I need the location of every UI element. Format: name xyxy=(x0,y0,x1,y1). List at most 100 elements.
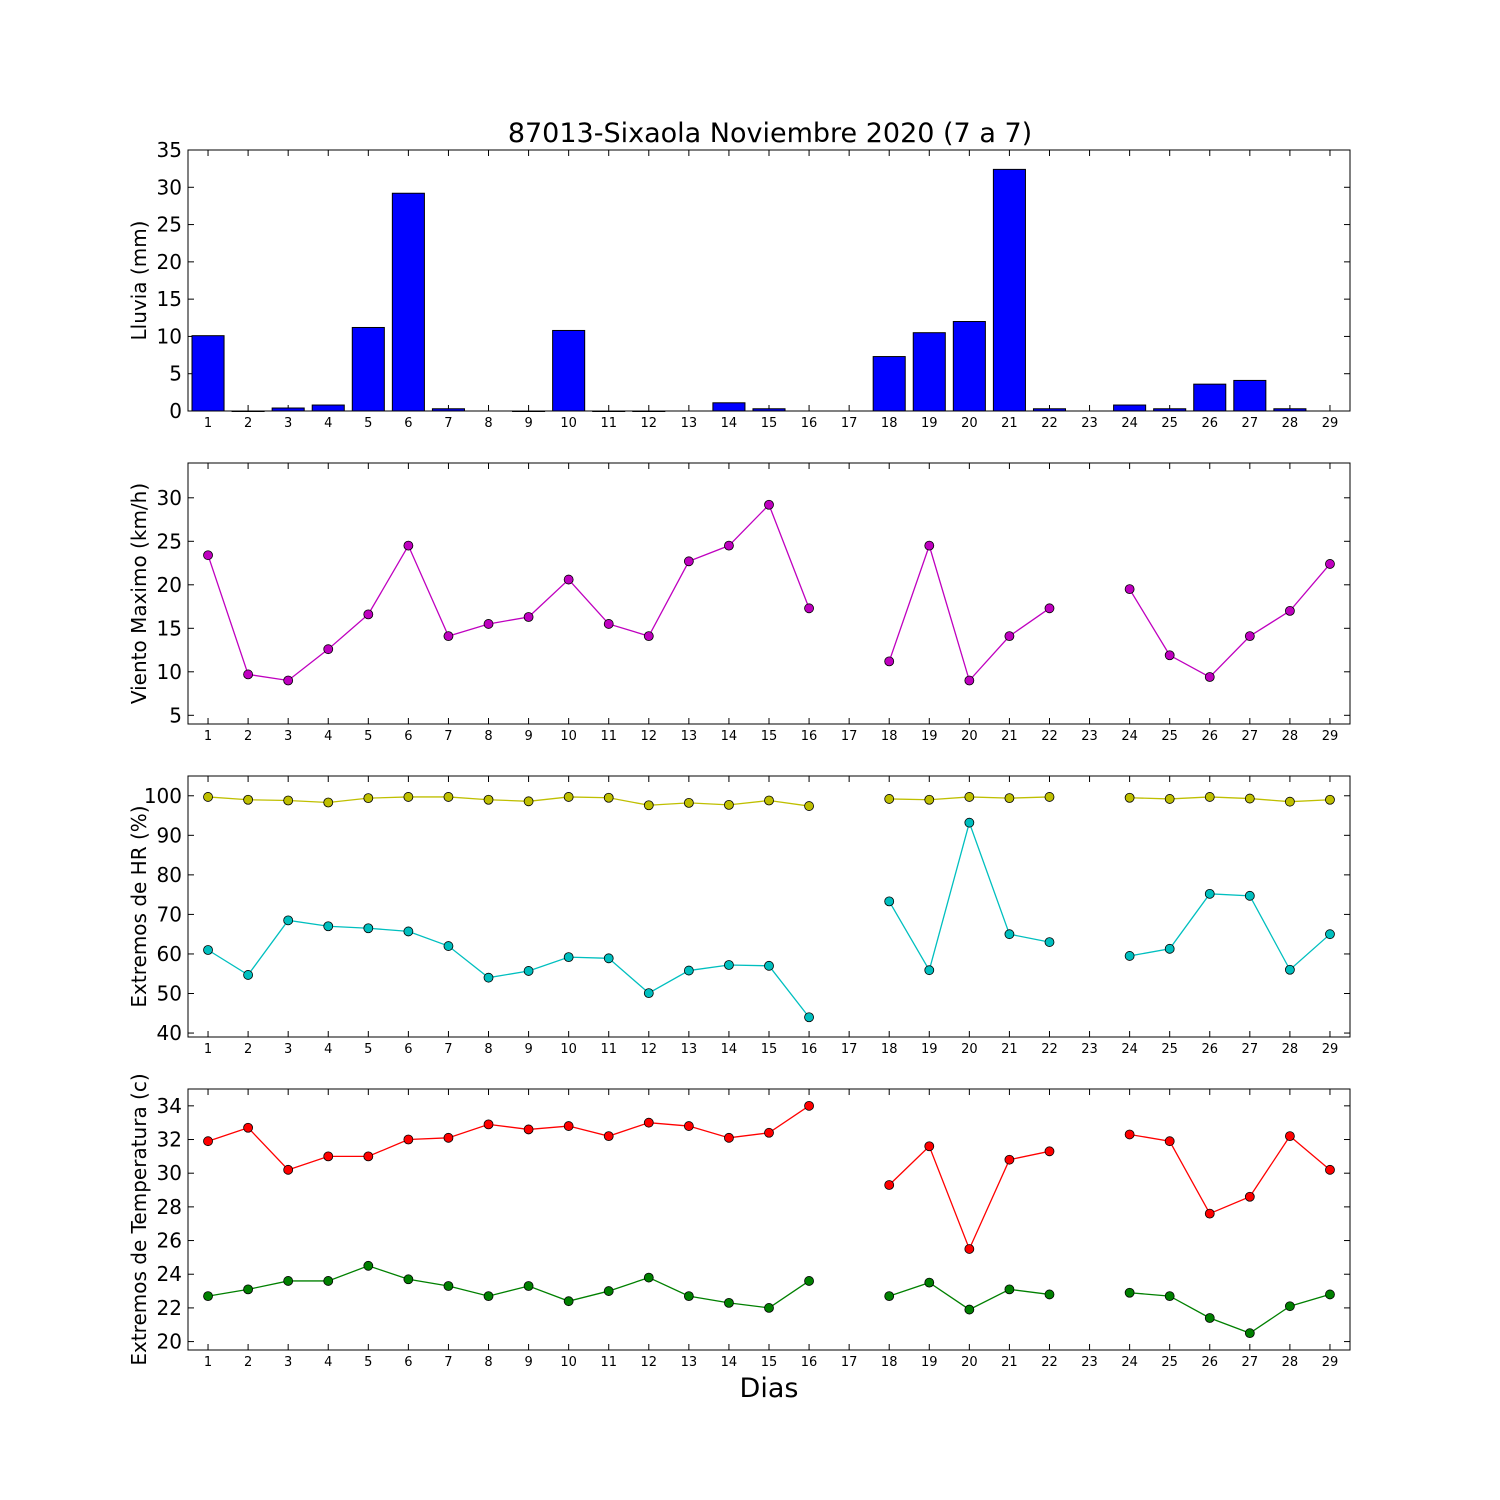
data-point xyxy=(563,792,574,802)
data-point xyxy=(924,1277,935,1288)
series-line xyxy=(1129,893,1331,971)
data-point xyxy=(403,1274,414,1285)
x-tick-label: 10 xyxy=(560,416,577,431)
x-tick-label: 21 xyxy=(1001,1355,1018,1370)
series-line xyxy=(207,1265,810,1309)
data-point xyxy=(643,800,654,811)
data-point xyxy=(924,1141,935,1152)
data-point xyxy=(804,801,814,811)
data-point xyxy=(643,631,654,642)
y-tick-label: 35 xyxy=(157,138,182,162)
bar xyxy=(552,329,586,412)
data-point xyxy=(1124,1287,1135,1298)
x-tick-label: 20 xyxy=(961,1355,978,1370)
x-tick-label: 8 xyxy=(484,1042,492,1057)
data-point xyxy=(203,1291,213,1302)
data-point xyxy=(563,1296,574,1307)
data-point xyxy=(483,619,494,629)
x-tick-label: 11 xyxy=(600,1042,617,1057)
data-point xyxy=(643,1117,654,1128)
data-point xyxy=(483,972,494,983)
x-tick-label: 24 xyxy=(1121,729,1138,744)
series-line xyxy=(1129,796,1330,803)
data-point xyxy=(603,619,614,629)
data-point xyxy=(203,550,213,561)
y-tick-label: 20 xyxy=(157,1330,182,1354)
x-tick-label: 8 xyxy=(484,416,492,431)
x-tick-label: 15 xyxy=(761,1355,778,1370)
x-tick-label: 18 xyxy=(881,1355,898,1370)
data-point xyxy=(683,965,694,976)
x-tick-label: 24 xyxy=(1121,1042,1138,1057)
y-tick-label: 15 xyxy=(157,287,182,311)
bar xyxy=(992,168,1026,412)
x-tick-label: 19 xyxy=(921,1355,938,1370)
x-tick-label: 12 xyxy=(641,729,658,744)
data-point xyxy=(1284,964,1295,975)
data-point xyxy=(243,794,254,805)
data-point xyxy=(443,1281,454,1291)
data-point xyxy=(203,1136,213,1147)
x-tick-label: 22 xyxy=(1041,1355,1058,1370)
x-tick-label: 9 xyxy=(524,1042,532,1057)
x-tick-label: 15 xyxy=(761,1042,778,1057)
series-line xyxy=(1129,1133,1331,1215)
bar xyxy=(752,408,786,412)
data-point xyxy=(1044,1289,1055,1300)
y-tick-label: 20 xyxy=(157,250,182,274)
data-point xyxy=(403,792,414,802)
data-point xyxy=(1004,1154,1015,1165)
x-tick-label: 26 xyxy=(1201,1042,1218,1057)
data-point xyxy=(363,923,374,934)
y-tick-label: 30 xyxy=(157,1161,182,1185)
y-tick-label: 30 xyxy=(157,175,182,199)
x-tick-label: 10 xyxy=(560,1355,577,1370)
bar xyxy=(912,332,946,412)
y-tick-label: 60 xyxy=(157,942,182,966)
y-tick-label: 24 xyxy=(157,1262,182,1286)
data-point xyxy=(1044,792,1055,802)
x-tick-label: 20 xyxy=(961,729,978,744)
x-tick-label: 12 xyxy=(641,1042,658,1057)
x-tick-label: 5 xyxy=(364,729,372,744)
y-tick-label: 80 xyxy=(157,863,182,887)
x-tick-label: 5 xyxy=(364,416,372,431)
x-tick-label: 4 xyxy=(324,1042,332,1057)
x-tick-label: 2 xyxy=(244,729,252,744)
data-point xyxy=(443,1132,454,1143)
x-tick-label: 14 xyxy=(721,729,738,744)
x-tick-label: 25 xyxy=(1161,729,1178,744)
x-tick-label: 12 xyxy=(641,1355,658,1370)
y-tick-label: 10 xyxy=(157,660,182,684)
y-tick-label: 10 xyxy=(157,324,182,348)
bar xyxy=(592,410,626,412)
x-tick-label: 19 xyxy=(921,729,938,744)
y-tick-label: 25 xyxy=(157,529,182,553)
y-tick-label: 5 xyxy=(169,703,182,727)
x-tick-label: 14 xyxy=(721,416,738,431)
x-tick-label: 16 xyxy=(801,1355,818,1370)
x-tick-label: 19 xyxy=(921,1042,938,1057)
data-point xyxy=(563,952,574,963)
series-line xyxy=(207,796,810,807)
bar xyxy=(1032,408,1067,412)
x-tick-label: 17 xyxy=(841,1042,858,1057)
x-tick-label: 2 xyxy=(244,416,252,431)
x-tick-label: 14 xyxy=(721,1042,738,1057)
x-tick-label: 13 xyxy=(681,1042,698,1057)
bar xyxy=(952,321,986,412)
x-tick-label: 17 xyxy=(841,729,858,744)
data-point xyxy=(1244,793,1255,804)
data-point xyxy=(323,644,334,655)
x-tick-label: 22 xyxy=(1041,416,1058,431)
x-tick-label: 10 xyxy=(560,729,577,744)
data-point xyxy=(563,574,574,585)
data-point xyxy=(1164,1291,1175,1302)
y-tick-label: 70 xyxy=(157,902,182,926)
x-tick-label: 19 xyxy=(921,416,938,431)
x-tick-label: 8 xyxy=(484,1355,492,1370)
x-tick-label: 16 xyxy=(801,729,818,744)
data-point xyxy=(643,988,654,999)
